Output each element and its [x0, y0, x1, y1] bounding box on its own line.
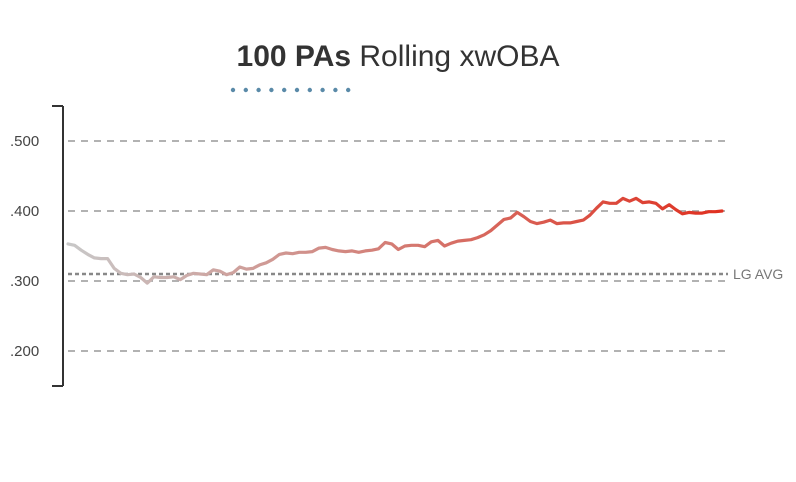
title-underline-dots — [230, 87, 351, 93]
title-underline-dot — [333, 87, 338, 93]
grid-lines — [68, 140, 728, 352]
series-group — [66, 196, 724, 285]
title-underline-dot — [269, 87, 274, 93]
y-tick-labels: .500 .400 .300 .200 — [10, 133, 39, 360]
title-underline-dot — [294, 87, 300, 93]
chart-title-rest: Rolling xwOBA — [359, 40, 560, 73]
title-underline-dot — [346, 87, 351, 93]
series-line — [66, 196, 724, 285]
title-underline-dot — [282, 87, 287, 93]
y-tick-label: .200 — [10, 343, 39, 360]
chart-title-bold: 100 PAs — [236, 40, 352, 73]
y-tick-label: .300 — [10, 273, 39, 290]
title-underline-dot — [243, 87, 248, 93]
league-average-label: LG AVG — [733, 266, 783, 282]
title-underline-dot — [256, 87, 261, 93]
chart-title: 100 PAs Rolling xwOBA — [0, 40, 796, 74]
y-tick-label: .500 — [10, 133, 39, 150]
league-average-line: LG AVG — [68, 266, 783, 282]
title-underline-dot — [320, 87, 325, 93]
y-tick-label: .400 — [10, 203, 39, 220]
title-underline-dot — [230, 87, 236, 93]
title-underline-dot — [307, 87, 312, 93]
